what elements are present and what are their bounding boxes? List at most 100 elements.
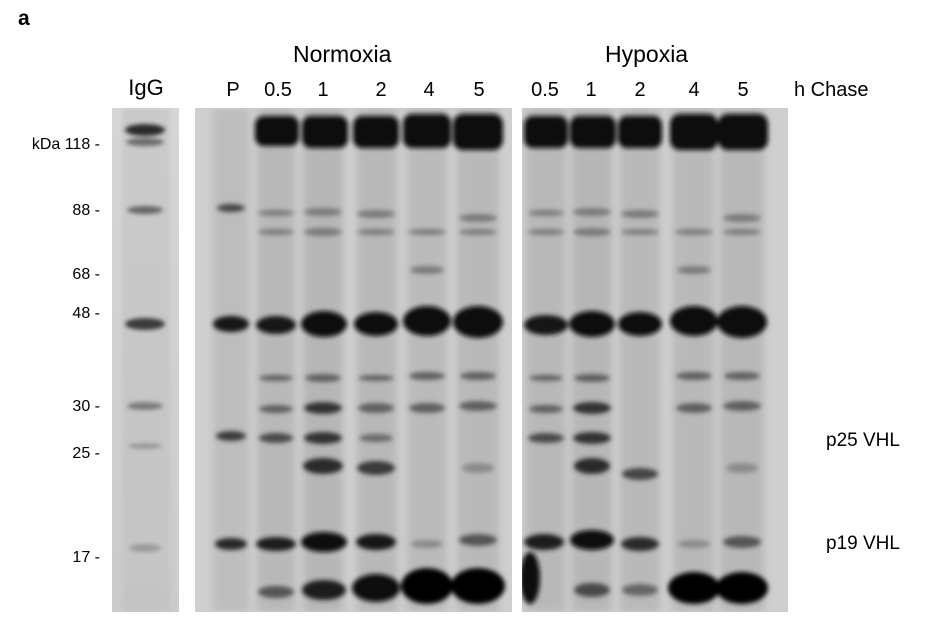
band bbox=[459, 229, 497, 235]
lane-label-n-1: 1 bbox=[317, 79, 329, 101]
band bbox=[529, 375, 563, 381]
mw-marker-17: 17 - bbox=[72, 549, 100, 566]
lane-label-h-0.5: 0.5 bbox=[531, 79, 559, 101]
band bbox=[723, 401, 761, 411]
band bbox=[356, 534, 396, 550]
band bbox=[716, 572, 768, 604]
band bbox=[357, 210, 395, 218]
band bbox=[302, 580, 346, 600]
mw-marker-48: 48 - bbox=[72, 305, 100, 322]
band bbox=[125, 318, 165, 330]
band bbox=[459, 401, 497, 411]
band bbox=[618, 312, 662, 336]
band bbox=[670, 114, 718, 150]
band bbox=[528, 433, 564, 443]
band bbox=[622, 468, 658, 480]
band bbox=[460, 372, 496, 380]
band bbox=[304, 228, 342, 236]
band bbox=[574, 583, 610, 597]
hypoxia-gel-panel bbox=[522, 108, 788, 612]
lane-label-n-4: 4 bbox=[423, 79, 435, 101]
band bbox=[622, 584, 658, 596]
band bbox=[453, 114, 503, 150]
lane-label-h-4: 4 bbox=[688, 79, 700, 101]
band bbox=[529, 405, 563, 413]
hypoxia-title: Hypoxia bbox=[605, 41, 689, 67]
band bbox=[304, 208, 342, 216]
band bbox=[303, 458, 343, 474]
mw-marker-68: 68 - bbox=[72, 266, 100, 283]
band bbox=[677, 266, 711, 274]
band bbox=[352, 574, 400, 602]
band bbox=[126, 138, 164, 146]
lane-label-h-1: 1 bbox=[585, 79, 597, 101]
band bbox=[409, 403, 445, 413]
band bbox=[524, 534, 564, 550]
band bbox=[459, 534, 497, 546]
mw-marker-118: kDa 118 - bbox=[31, 136, 100, 153]
band bbox=[570, 116, 616, 148]
band bbox=[127, 206, 163, 214]
band bbox=[256, 316, 296, 334]
band bbox=[573, 208, 611, 216]
band bbox=[569, 311, 615, 337]
band bbox=[723, 536, 761, 548]
band bbox=[259, 375, 293, 381]
normoxia-gel-panel bbox=[195, 108, 512, 612]
band bbox=[304, 432, 342, 444]
band bbox=[723, 214, 761, 222]
band bbox=[357, 229, 395, 235]
band bbox=[621, 537, 659, 551]
band bbox=[258, 229, 294, 235]
band bbox=[255, 116, 299, 146]
band bbox=[726, 463, 758, 473]
band bbox=[259, 405, 293, 413]
band bbox=[410, 266, 444, 274]
band bbox=[724, 372, 760, 380]
band bbox=[676, 372, 712, 380]
band bbox=[301, 532, 347, 552]
band bbox=[258, 586, 294, 598]
band-label-p19: p19 VHL bbox=[826, 533, 900, 554]
band bbox=[451, 568, 505, 604]
band bbox=[127, 402, 163, 410]
band bbox=[573, 402, 611, 414]
lane-label-igg: IgG bbox=[128, 75, 164, 100]
band bbox=[358, 403, 394, 413]
band bbox=[301, 311, 347, 337]
band bbox=[304, 402, 342, 414]
band bbox=[256, 537, 296, 551]
band bbox=[618, 116, 662, 148]
band bbox=[258, 210, 294, 216]
band bbox=[524, 315, 568, 335]
band bbox=[459, 214, 497, 222]
normoxia-title: Normoxia bbox=[293, 41, 392, 67]
mw-marker-25: 25 - bbox=[72, 445, 100, 462]
band bbox=[573, 432, 611, 444]
band bbox=[358, 375, 394, 381]
band bbox=[129, 544, 161, 552]
band bbox=[403, 114, 451, 148]
band bbox=[354, 312, 398, 336]
band bbox=[128, 443, 162, 449]
band bbox=[675, 229, 713, 235]
band bbox=[411, 540, 443, 548]
band bbox=[215, 538, 247, 550]
band bbox=[453, 306, 503, 338]
band bbox=[678, 540, 710, 548]
lane-label-h-5: 5 bbox=[737, 79, 749, 101]
band bbox=[528, 210, 564, 216]
band bbox=[259, 433, 293, 443]
mw-marker-88: 88 - bbox=[72, 202, 100, 219]
band bbox=[213, 316, 249, 332]
lane-label-n-0.5: 0.5 bbox=[264, 79, 292, 101]
lane-label-h-2: 2 bbox=[634, 79, 646, 101]
band bbox=[462, 463, 494, 473]
lane-label-p: P bbox=[226, 79, 240, 101]
lane-label-n-5: 5 bbox=[473, 79, 485, 101]
band bbox=[359, 434, 393, 442]
band bbox=[676, 403, 712, 413]
band bbox=[574, 458, 610, 474]
band bbox=[668, 572, 720, 604]
band bbox=[522, 552, 540, 604]
